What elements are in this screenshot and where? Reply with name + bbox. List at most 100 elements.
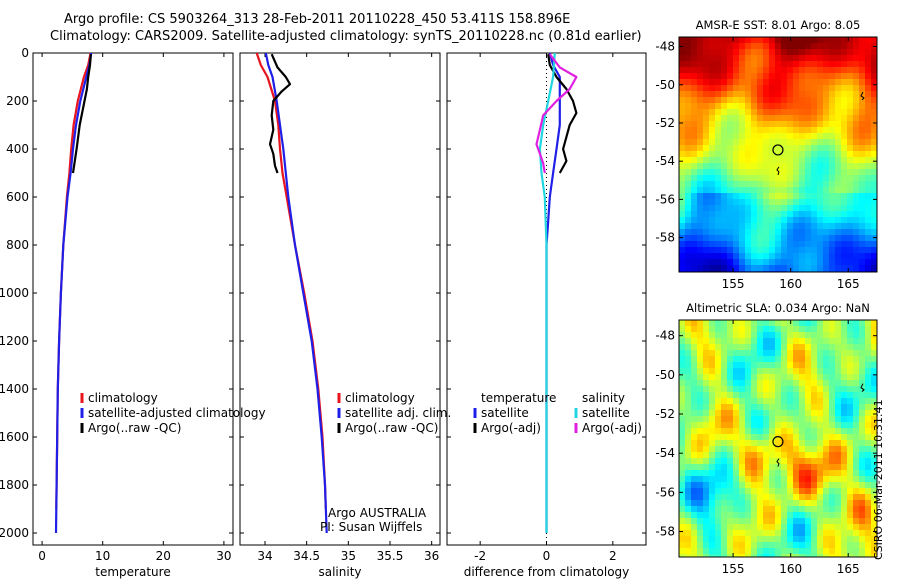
sla-map-cell	[769, 530, 776, 537]
sst-map-cell	[793, 169, 800, 176]
salinity-legend-label: Argo(..raw -QC)	[345, 421, 438, 435]
sla-map-cell	[775, 422, 782, 429]
sla-map-cell	[817, 356, 824, 363]
sst-map-cell	[793, 163, 800, 170]
sla-map-cell	[799, 344, 806, 351]
sla-map-cell	[733, 548, 740, 555]
sla-map-cell	[703, 458, 710, 465]
sla-map-cell	[853, 482, 860, 489]
sst-map-cell	[799, 145, 806, 152]
sst-map-cell	[697, 127, 704, 134]
sst-map-lat-label: -54	[655, 154, 675, 168]
sla-map-cell	[835, 410, 842, 417]
sst-map-cell	[805, 247, 812, 254]
sst-map-cell	[727, 163, 734, 170]
sst-map-cell	[733, 199, 740, 206]
sla-map-cell	[781, 470, 788, 477]
sla-map-cell	[703, 476, 710, 483]
sst-map-cell	[811, 265, 818, 272]
sst-map-cell	[853, 73, 860, 80]
sla-map-cell	[823, 470, 830, 477]
sst-map-cell	[697, 139, 704, 146]
sla-map-cell	[757, 482, 764, 489]
sla-map-cell	[745, 506, 752, 513]
sst-map-cell	[769, 139, 776, 146]
sst-map-cell	[871, 91, 878, 98]
sla-map-cell	[775, 542, 782, 549]
sst-map-cell	[829, 181, 836, 188]
sla-map-cell	[853, 386, 860, 393]
sst-map-cell	[763, 37, 770, 44]
sla-map-cell	[769, 356, 776, 363]
sst-map-cell	[727, 265, 734, 272]
sst-map-cell	[781, 61, 788, 68]
sla-map-cell	[727, 530, 734, 537]
sst-map-cell	[811, 259, 818, 266]
sla-map-cell	[769, 500, 776, 507]
sst-map-cell	[787, 67, 794, 74]
sla-map-cell	[769, 434, 776, 441]
sla-map-cell	[841, 446, 848, 453]
sst-map-cell	[787, 145, 794, 152]
sst-map-cell	[679, 109, 686, 116]
sla-map-cell	[763, 518, 770, 525]
sst-map-cell	[685, 211, 692, 218]
sla-map-cell	[733, 332, 740, 339]
sla-map-cell	[847, 356, 854, 363]
sla-map-cell	[763, 350, 770, 357]
sla-map-cell	[859, 380, 866, 387]
sla-map-cell	[721, 386, 728, 393]
sla-map-cell	[781, 344, 788, 351]
sst-map-cell	[685, 217, 692, 224]
sla-map-cell	[805, 368, 812, 375]
sst-map-cell	[805, 229, 812, 236]
sla-map-cell	[787, 470, 794, 477]
sla-map-cell	[685, 332, 692, 339]
sst-map-cell	[853, 175, 860, 182]
sla-map-cell	[853, 410, 860, 417]
sla-map-cell	[757, 524, 764, 531]
sla-map-cell	[721, 470, 728, 477]
temperature-series-argo-raw-qc-	[71, 54, 92, 174]
sla-map-cell	[841, 464, 848, 471]
sla-map-lat-label: -48	[655, 329, 675, 343]
sst-map-cell	[853, 253, 860, 260]
sla-map-cell	[841, 428, 848, 435]
sla-map-cell	[781, 548, 788, 555]
sla-map-cell	[721, 530, 728, 537]
sst-map-cell	[763, 139, 770, 146]
sst-map-cell	[811, 217, 818, 224]
sst-map-cell	[751, 217, 758, 224]
sst-map-cell	[853, 229, 860, 236]
sst-map-cell	[835, 199, 842, 206]
sla-map-cell	[811, 500, 818, 507]
sst-map-cell	[751, 229, 758, 236]
sla-map-cell	[721, 542, 728, 549]
sla-map-cell	[679, 494, 686, 501]
sla-map-cell	[727, 332, 734, 339]
sst-map-cell	[793, 205, 800, 212]
sst-map-cell	[865, 139, 872, 146]
sla-map-cell	[823, 380, 830, 387]
sst-map-cell	[835, 127, 842, 134]
sla-map-cell	[865, 416, 872, 423]
sst-map-cell	[811, 37, 818, 44]
sla-map-cell	[793, 470, 800, 477]
sst-map-title: AMSR-E SST: 8.01 Argo: 8.05	[696, 18, 861, 32]
sst-map-cell	[787, 121, 794, 128]
sla-map-cell	[757, 506, 764, 513]
sla-map-cell	[709, 386, 716, 393]
depth-tick-label: 2000	[0, 526, 29, 540]
sst-map-cell	[727, 169, 734, 176]
sla-map-cell	[823, 488, 830, 495]
sla-map-cell	[787, 446, 794, 453]
sla-map-cell	[715, 320, 722, 327]
sst-map-cell	[763, 241, 770, 248]
sla-map-cell	[799, 518, 806, 525]
sla-map-cell	[859, 482, 866, 489]
sst-map-cell	[703, 145, 710, 152]
sla-map-cell	[787, 332, 794, 339]
sst-map-cell	[799, 115, 806, 122]
sst-map-cell	[847, 259, 854, 266]
sst-map-cell	[739, 91, 746, 98]
